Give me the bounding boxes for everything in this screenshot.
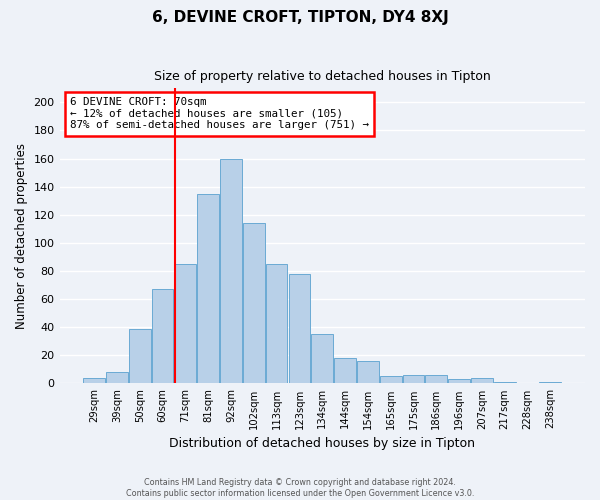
- Bar: [494, 382, 515, 384]
- Bar: [425, 375, 447, 384]
- Bar: [243, 223, 265, 384]
- Title: Size of property relative to detached houses in Tipton: Size of property relative to detached ho…: [154, 70, 491, 83]
- Bar: [539, 382, 561, 384]
- Bar: [403, 375, 424, 384]
- Bar: [106, 372, 128, 384]
- Bar: [220, 158, 242, 384]
- Bar: [289, 274, 310, 384]
- Bar: [152, 290, 173, 384]
- Bar: [448, 379, 470, 384]
- Bar: [471, 378, 493, 384]
- Text: Contains HM Land Registry data © Crown copyright and database right 2024.
Contai: Contains HM Land Registry data © Crown c…: [126, 478, 474, 498]
- Bar: [266, 264, 287, 384]
- Y-axis label: Number of detached properties: Number of detached properties: [15, 143, 28, 329]
- X-axis label: Distribution of detached houses by size in Tipton: Distribution of detached houses by size …: [169, 437, 475, 450]
- Bar: [334, 358, 356, 384]
- Bar: [311, 334, 333, 384]
- Text: 6, DEVINE CROFT, TIPTON, DY4 8XJ: 6, DEVINE CROFT, TIPTON, DY4 8XJ: [152, 10, 448, 25]
- Bar: [380, 376, 401, 384]
- Text: 6 DEVINE CROFT: 70sqm
← 12% of detached houses are smaller (105)
87% of semi-det: 6 DEVINE CROFT: 70sqm ← 12% of detached …: [70, 97, 369, 130]
- Bar: [197, 194, 219, 384]
- Bar: [175, 264, 196, 384]
- Bar: [129, 328, 151, 384]
- Bar: [357, 361, 379, 384]
- Bar: [83, 378, 105, 384]
